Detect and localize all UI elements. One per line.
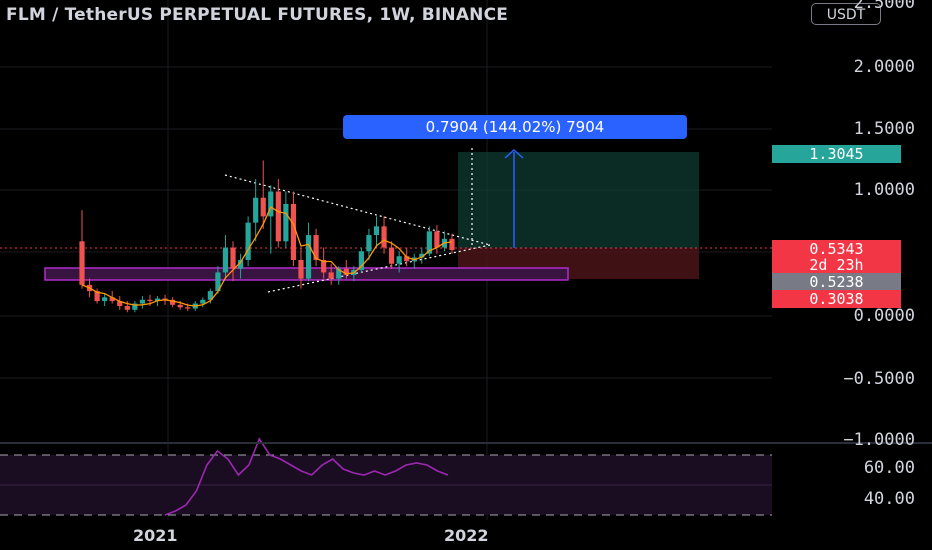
date-axis-label: 2021 [133,526,178,545]
rsi-axis-label: 40.00 [863,489,915,509]
candle-body[interactable] [388,247,395,264]
price-axis-label: 0.0000 [853,306,915,326]
candle-body[interactable] [283,203,289,242]
candle-body[interactable] [109,297,115,302]
candle-body[interactable] [328,272,334,279]
price-axis-label: 1.5000 [853,119,915,139]
candle-body[interactable] [245,222,251,260]
candle-body[interactable] [102,297,108,302]
candle-body[interactable] [358,251,364,270]
countdown-tag: 2d 23h [772,256,901,274]
candle-body[interactable] [222,247,229,273]
candle-body[interactable] [268,191,274,217]
candle-body[interactable] [260,197,266,217]
candle-body[interactable] [275,191,281,242]
price-axis-label: −0.5000 [843,369,915,389]
price-axis-label: 2.5000 [853,0,915,13]
price-axis-label: 1.0000 [853,180,915,200]
rsi-axis-label: 60.00 [863,458,915,478]
candle-body[interactable] [381,226,387,248]
price-axis-label: 2.0000 [853,57,915,77]
rsi-line [164,437,449,516]
candle-body[interactable] [79,241,85,285]
currency-selector[interactable]: USDT [811,3,881,25]
candle-body[interactable] [207,291,213,300]
candle-body[interactable] [94,291,100,302]
candle-body[interactable] [396,256,402,264]
price-axis-label: −1.0000 [843,430,915,450]
target-price-tag: 1.3045 [772,145,901,163]
candle-body[interactable] [404,256,410,262]
date-axis-label: 2022 [444,526,489,545]
candle-body[interactable] [117,301,123,307]
candle-body[interactable] [305,235,312,279]
candle-body[interactable] [124,306,130,310]
candle-body[interactable] [419,253,425,258]
candle-body[interactable] [434,231,440,248]
candle-body[interactable] [170,299,176,305]
candle-body[interactable] [237,259,244,269]
candle-body[interactable] [373,226,380,236]
candle-body[interactable] [290,203,297,260]
moving-average-line [81,206,453,307]
profit-zone[interactable] [458,152,699,248]
candle-body[interactable] [449,238,455,251]
candle-body[interactable] [139,299,146,304]
candle-body[interactable] [343,268,349,275]
candle-body[interactable] [426,231,432,254]
candle-body[interactable] [147,299,153,302]
candle-body[interactable] [230,247,236,269]
candle-body[interactable] [154,298,161,302]
candle-body[interactable] [215,272,221,292]
entry-price-tag: 0.5238 [772,273,901,291]
candle-body[interactable] [253,197,259,223]
candle-body[interactable] [366,235,372,252]
candle-body[interactable] [298,259,304,279]
candle-body[interactable] [336,268,342,279]
candle-body[interactable] [185,307,191,309]
measure-label[interactable]: 0.7904 (144.02%) 7904 [343,115,687,139]
candle-body[interactable] [177,304,183,308]
candle-body[interactable] [132,303,138,310]
candle-body[interactable] [200,299,206,304]
chart-title: FLM / TetherUS PERPETUAL FUTURES, 1W, BI… [6,5,509,25]
current-price-tag: 0.5343 [772,240,901,258]
candle-body[interactable] [313,235,319,260]
stop-price-tag: 0.3038 [772,290,901,308]
measure-arrow-head [504,148,524,159]
candle-body[interactable] [321,259,327,273]
upper-trendline[interactable] [224,174,491,246]
